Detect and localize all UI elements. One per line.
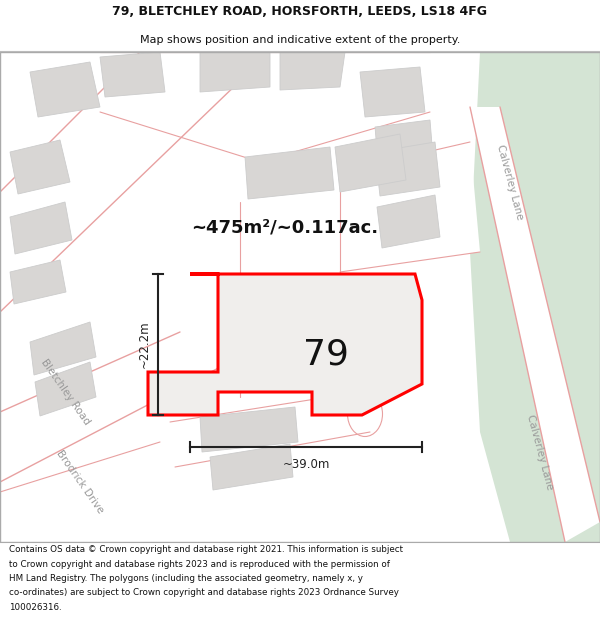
Polygon shape (10, 202, 72, 254)
Polygon shape (377, 195, 440, 248)
Polygon shape (100, 52, 165, 97)
Polygon shape (210, 444, 293, 490)
Ellipse shape (347, 391, 383, 436)
Polygon shape (30, 322, 96, 375)
Polygon shape (100, 52, 430, 162)
Polygon shape (148, 274, 422, 415)
Polygon shape (0, 332, 230, 482)
Text: 79: 79 (303, 338, 349, 371)
Polygon shape (10, 140, 70, 194)
Polygon shape (335, 134, 406, 192)
Text: 100026316.: 100026316. (9, 602, 62, 611)
Polygon shape (375, 142, 440, 196)
Polygon shape (245, 147, 334, 199)
Text: Bletchley Road: Bletchley Road (38, 357, 91, 427)
Polygon shape (280, 52, 345, 90)
Text: ~475m²/~0.117ac.: ~475m²/~0.117ac. (191, 218, 379, 236)
Polygon shape (470, 52, 600, 542)
Polygon shape (0, 442, 200, 542)
Text: Map shows position and indicative extent of the property.: Map shows position and indicative extent… (140, 34, 460, 44)
Text: Brodrick Drive: Brodrick Drive (55, 449, 106, 516)
Text: to Crown copyright and database rights 2023 and is reproduced with the permissio: to Crown copyright and database rights 2… (9, 559, 390, 569)
Polygon shape (10, 260, 66, 304)
Polygon shape (360, 67, 425, 117)
Text: Contains OS data © Crown copyright and database right 2021. This information is : Contains OS data © Crown copyright and d… (9, 546, 403, 554)
Polygon shape (375, 120, 433, 162)
Text: Calverley Lane: Calverley Lane (495, 143, 525, 221)
Polygon shape (470, 107, 600, 542)
Polygon shape (30, 62, 100, 117)
Polygon shape (35, 362, 96, 416)
Text: ~22.2m: ~22.2m (137, 321, 151, 368)
Text: ~39.0m: ~39.0m (283, 459, 329, 471)
Text: Calverley Lane: Calverley Lane (525, 413, 555, 491)
Polygon shape (200, 407, 298, 452)
Polygon shape (200, 52, 270, 92)
Text: HM Land Registry. The polygons (including the associated geometry, namely x, y: HM Land Registry. The polygons (includin… (9, 574, 363, 583)
Polygon shape (170, 392, 370, 467)
Text: co-ordinates) are subject to Crown copyright and database rights 2023 Ordnance S: co-ordinates) are subject to Crown copyr… (9, 588, 399, 598)
Polygon shape (0, 52, 220, 312)
Text: 79, BLETCHLEY ROAD, HORSFORTH, LEEDS, LS18 4FG: 79, BLETCHLEY ROAD, HORSFORTH, LEEDS, LS… (113, 5, 487, 18)
Polygon shape (270, 52, 440, 122)
Polygon shape (340, 142, 480, 272)
